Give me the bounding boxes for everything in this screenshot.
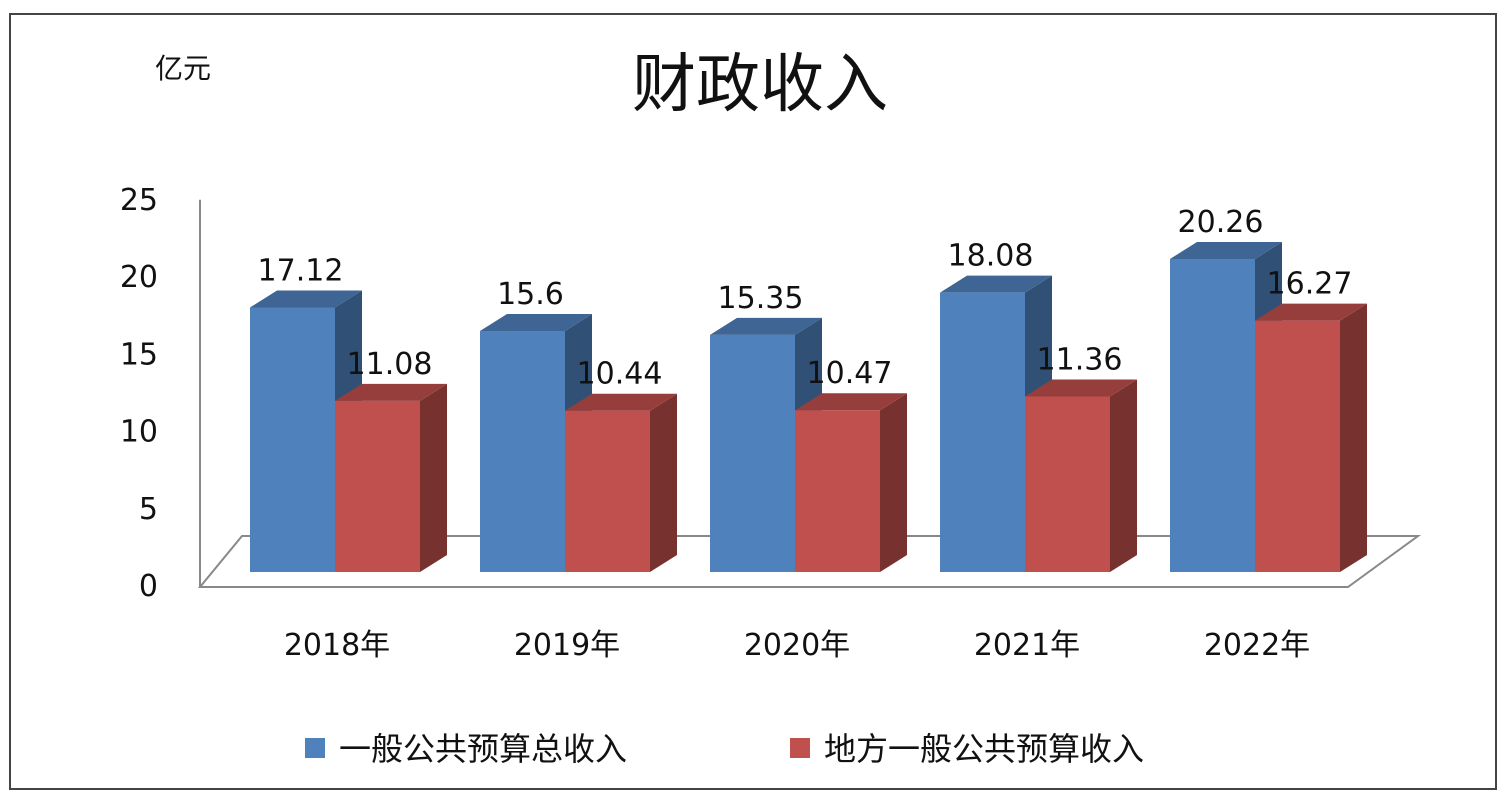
- y-axis-unit: 亿元: [155, 52, 211, 85]
- y-tick-label: 25: [120, 183, 158, 218]
- legend-swatch: [790, 738, 810, 758]
- bar-value-label: 10.44: [577, 357, 663, 392]
- bar-value-label: 11.08: [347, 347, 433, 382]
- bar-side: [880, 393, 907, 572]
- x-tick-label: 2018年: [284, 628, 390, 663]
- bar-value-label: 20.26: [1178, 205, 1264, 240]
- bar: [1025, 396, 1110, 572]
- y-tick-label: 10: [120, 415, 158, 450]
- bar-side: [1340, 303, 1367, 572]
- bar: [480, 330, 565, 572]
- chart-data-labels: 17.12 11.08 15.6 10.44 15.35 10.47 18.08 11.36 2…: [258, 205, 1353, 392]
- bar-value-label: 16.27: [1267, 267, 1353, 302]
- bar-side: [420, 383, 447, 572]
- bar-value-label: 17.12: [258, 253, 344, 288]
- x-tick-label: 2021年: [974, 628, 1080, 663]
- x-tick-label: 2020年: [744, 628, 850, 663]
- bar: [795, 410, 880, 572]
- bar-value-label: 15.35: [718, 281, 804, 316]
- y-tick-label: 0: [139, 569, 158, 604]
- bar-top: [565, 393, 677, 411]
- bar-value-label: 18.08: [948, 239, 1034, 274]
- bar-top: [250, 290, 362, 308]
- y-tick-label: 15: [120, 337, 158, 372]
- legend-swatch: [305, 738, 325, 758]
- bar: [250, 307, 335, 572]
- bar: [1255, 320, 1340, 572]
- x-tick-label: 2019年: [514, 628, 620, 663]
- legend-label: 地方一般公共预算收入: [824, 730, 1144, 768]
- bar-top: [1025, 379, 1137, 397]
- bar-side: [1110, 379, 1137, 572]
- y-tick-label: 20: [120, 260, 158, 295]
- bar: [940, 292, 1025, 572]
- bar-value-label: 11.36: [1037, 342, 1123, 377]
- x-tick-label: 2022年: [1204, 628, 1310, 663]
- bar-top: [335, 383, 447, 401]
- y-tick-label: 5: [139, 492, 158, 527]
- bar: [1170, 258, 1255, 572]
- chart-legend: 一般公共预算总收入 地方一般公共预算收入: [305, 730, 1144, 768]
- bar-side: [650, 393, 677, 572]
- bar-top: [480, 313, 592, 331]
- bar-top: [1255, 303, 1367, 321]
- bar-value-label: 10.47: [807, 356, 893, 391]
- bar-value-label: 15.6: [497, 277, 564, 312]
- bar: [565, 410, 650, 572]
- chart-title: 财政收入: [632, 48, 888, 122]
- chart-bars: [250, 241, 1367, 572]
- bar-top: [795, 393, 907, 411]
- bar-top: [1170, 241, 1282, 259]
- bar: [710, 334, 795, 572]
- bar-top: [710, 317, 822, 335]
- bar-top: [940, 275, 1052, 293]
- legend-label: 一般公共预算总收入: [339, 730, 627, 768]
- bar: [335, 400, 420, 572]
